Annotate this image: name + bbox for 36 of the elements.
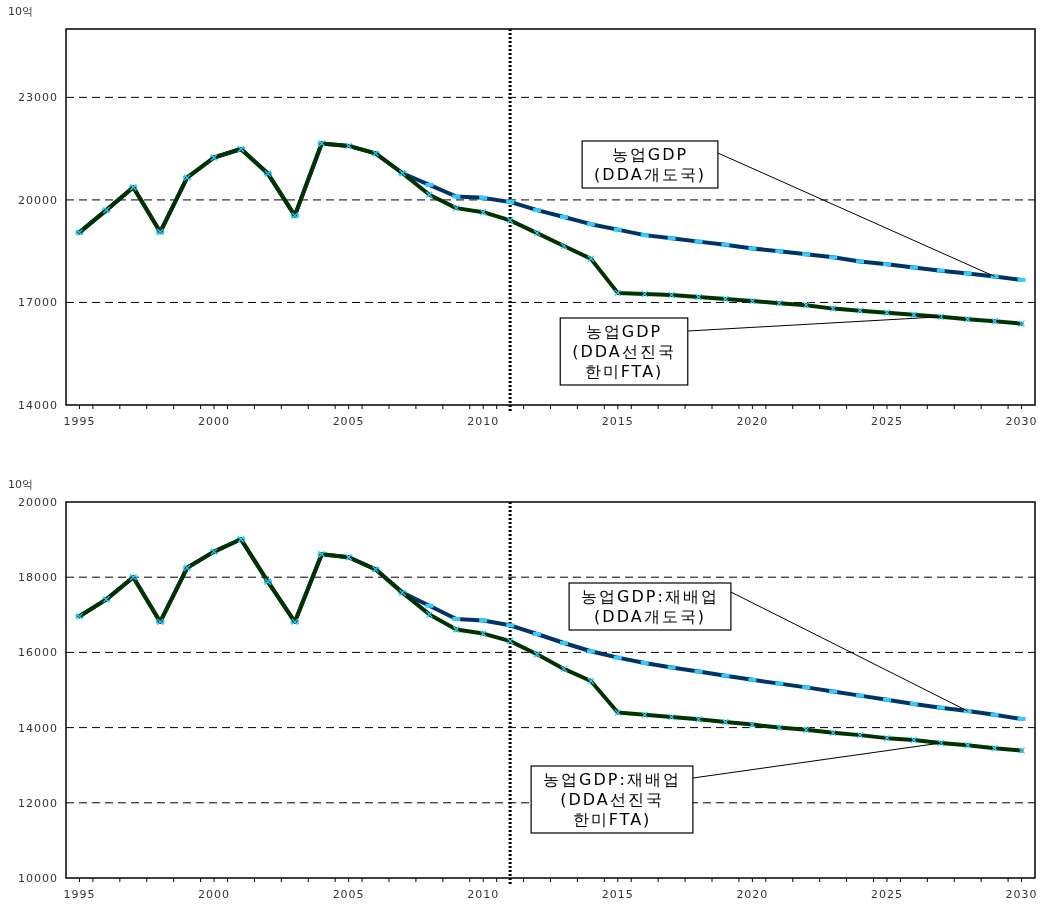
x-tick-label: 2015 xyxy=(601,415,634,428)
x-tick-label: 2000 xyxy=(198,888,231,901)
x-tick-label: 2010 xyxy=(467,415,500,428)
x-tick-label: 2000 xyxy=(198,415,231,428)
x-tick-label: 1995 xyxy=(63,415,96,428)
annotation: 농업GDP (DDA선진국 한미FTA) xyxy=(559,316,942,386)
annotation: 농업GDP (DDA선진국 한미FTA) xyxy=(572,322,676,381)
y-tick-label: 18000 xyxy=(18,571,58,585)
x-tick-label: 2020 xyxy=(736,888,769,901)
x-tick-label: 2020 xyxy=(736,415,769,428)
y-tick-label: 23000 xyxy=(18,91,58,105)
y-tick-label: 17000 xyxy=(18,296,58,310)
x-tick-label: 2010 xyxy=(467,888,500,901)
annotation: 농업GDP (DDA개도국) xyxy=(594,145,706,184)
x-tick-label: 2005 xyxy=(332,415,365,428)
annotation: 농업GDP:재배업 (DDA개도국) xyxy=(568,582,969,712)
x-tick-label: 2015 xyxy=(601,888,634,901)
annotation: 농업GDP:재배업 (DDA개도국) xyxy=(581,587,719,626)
x-tick-label: 2025 xyxy=(870,415,903,428)
x-tick-label: 2030 xyxy=(1005,888,1038,901)
y-axis-title: 10억 xyxy=(8,478,33,491)
x-tick-label: 2025 xyxy=(870,888,903,901)
y-tick-label: 14000 xyxy=(18,399,58,412)
x-tick-label: 1995 xyxy=(63,888,96,901)
y-tick-label: 16000 xyxy=(18,646,58,660)
y-tick-label: 10000 xyxy=(18,872,58,885)
y-axis-title: 10억 xyxy=(8,5,33,18)
annotation: 농업GDP:재배업 (DDA선진국 한미FTA) xyxy=(530,742,942,834)
y-tick-label: 12000 xyxy=(18,796,58,810)
y-tick-label: 14000 xyxy=(18,721,58,735)
annotation: 농업GDP (DDA개도국) xyxy=(581,140,996,277)
annotation: 농업GDP:재배업 (DDA선진국 한미FTA) xyxy=(543,770,681,829)
x-tick-label: 2005 xyxy=(332,888,365,901)
y-tick-label: 20000 xyxy=(18,496,58,509)
x-tick-label: 2030 xyxy=(1005,415,1038,428)
y-tick-label: 20000 xyxy=(18,193,58,207)
